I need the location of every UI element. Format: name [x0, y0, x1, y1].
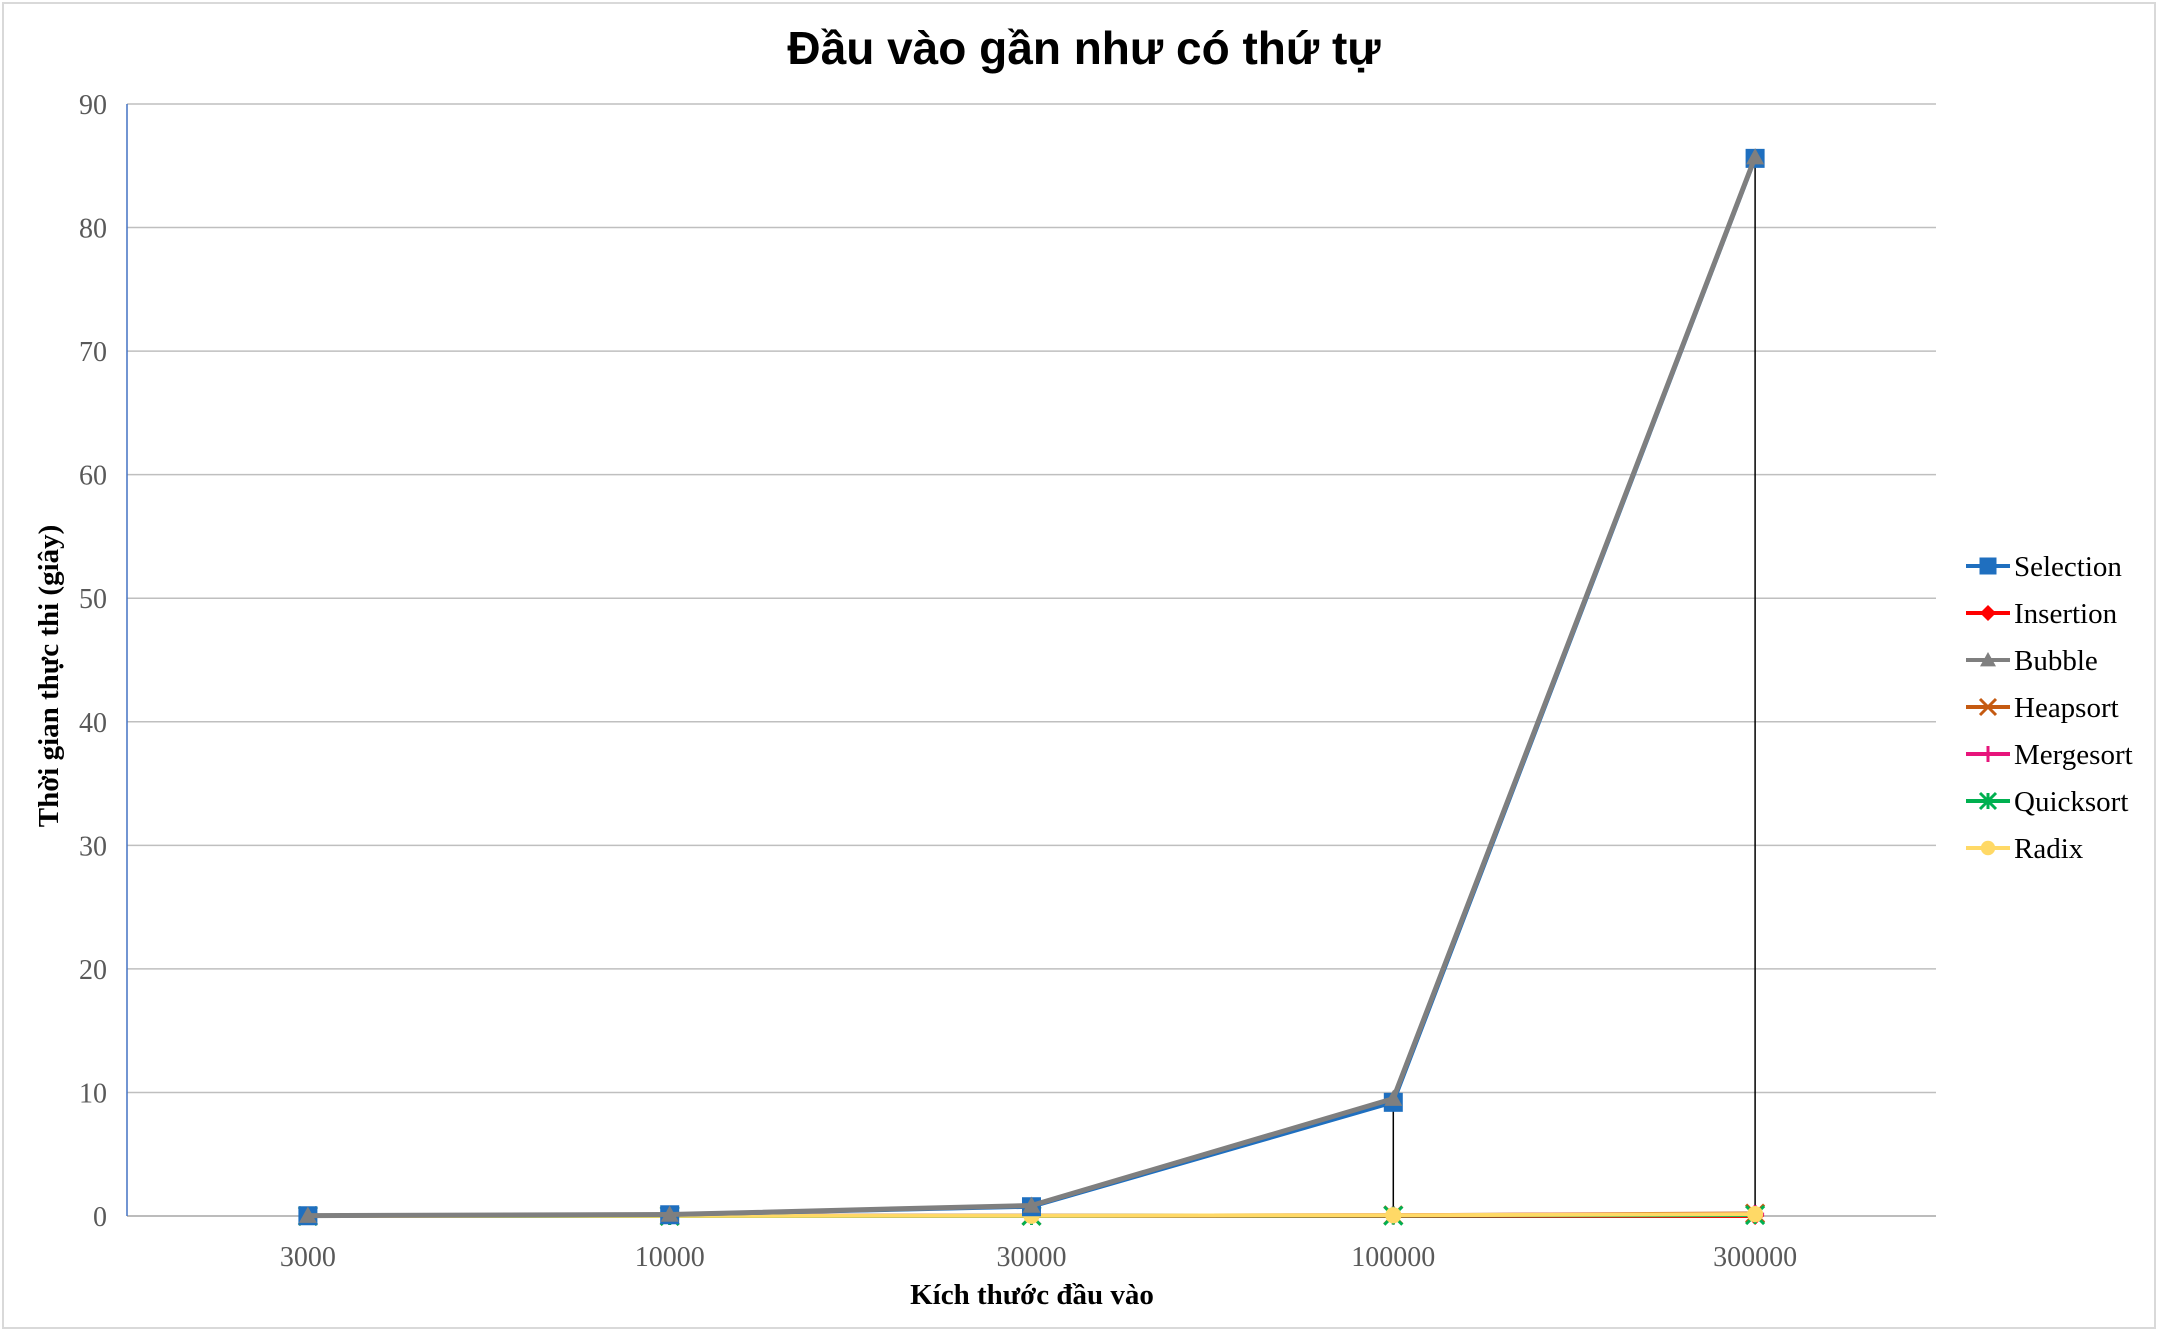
legend-swatch-marker [1978, 697, 1998, 717]
legend: Selection Insertion Bubble Heapsort Mergesor… [1966, 551, 2133, 865]
y-tick-label: 60 [79, 461, 107, 492]
line-chart: Đầu vào gần như có thứ tự 0 10 20 30 40 50 60 7… [33, 22, 2133, 1311]
legend-label: Selection [2014, 551, 2122, 583]
x-axis-title: Kích thước đầu vào [910, 1279, 1154, 1311]
legend-swatch-marker [1978, 791, 1998, 811]
y-tick-label: 80 [79, 214, 107, 245]
legend-swatch-marker [1980, 652, 1996, 667]
y-tick-label: 0 [93, 1202, 107, 1233]
series-selection [298, 148, 1765, 1226]
legend-item-insertion: Insertion [1966, 598, 2118, 630]
legend-item-mergesort: Mergesort [1966, 739, 2133, 771]
legend-label: Heapsort [2014, 692, 2119, 724]
x-tick-label: 10000 [635, 1242, 705, 1273]
legend-item-quicksort: Quicksort [1966, 786, 2128, 818]
series-group [297, 148, 1766, 1227]
y-tick-label: 10 [79, 1078, 107, 1109]
legend-item-bubble: Bubble [1966, 645, 2098, 677]
legend-item-heapsort: Heapsort [1966, 692, 2119, 724]
radix-point [1385, 1207, 1402, 1224]
legend-label: Radix [2014, 833, 2084, 865]
x-tick-label: 300000 [1713, 1242, 1797, 1273]
y-tick-label: 30 [79, 831, 107, 862]
drop-lines [1392, 157, 1756, 1216]
y-tick-labels: 0 10 20 30 40 50 60 70 80 90 [79, 90, 107, 1233]
legend-label: Quicksort [2014, 786, 2128, 818]
series-bubble [298, 148, 1765, 1223]
bubble-point [298, 1206, 317, 1223]
legend-label: Bubble [2014, 645, 2098, 677]
legend-label: Mergesort [2014, 739, 2133, 771]
legend-swatch-marker [1980, 605, 1996, 621]
bubble-point [1746, 148, 1765, 165]
y-tick-label: 40 [79, 708, 107, 739]
chart-title: Đầu vào gần như có thứ tự [787, 22, 1381, 74]
legend-swatch-marker [1980, 840, 1996, 856]
bubble-point [1384, 1089, 1403, 1106]
bubble-point [1022, 1196, 1041, 1213]
gridlines [126, 103, 1936, 1217]
x-tick-label: 30000 [997, 1242, 1067, 1273]
x-tick-labels: 3000 10000 30000 100000 300000 [280, 1242, 1797, 1273]
y-tick-label: 50 [79, 584, 107, 615]
legend-swatch-marker [1980, 746, 1996, 762]
selection-line [307, 157, 1757, 1218]
y-tick-label: 70 [79, 337, 107, 368]
x-tick-label: 100000 [1351, 1242, 1435, 1273]
radix-point [1747, 1206, 1764, 1223]
x-tick-label: 3000 [280, 1242, 336, 1273]
bubble-point [660, 1205, 679, 1222]
bubble-line [307, 156, 1758, 1219]
legend-item-radix: Radix [1966, 833, 2084, 865]
legend-label: Insertion [2014, 598, 2118, 630]
y-tick-label: 90 [79, 90, 107, 121]
legend-swatch-marker [1979, 557, 1997, 575]
y-tick-label: 20 [79, 955, 107, 986]
legend-item-selection: Selection [1966, 551, 2122, 583]
y-axis-title: Thời gian thực thi (giây) [33, 525, 65, 828]
